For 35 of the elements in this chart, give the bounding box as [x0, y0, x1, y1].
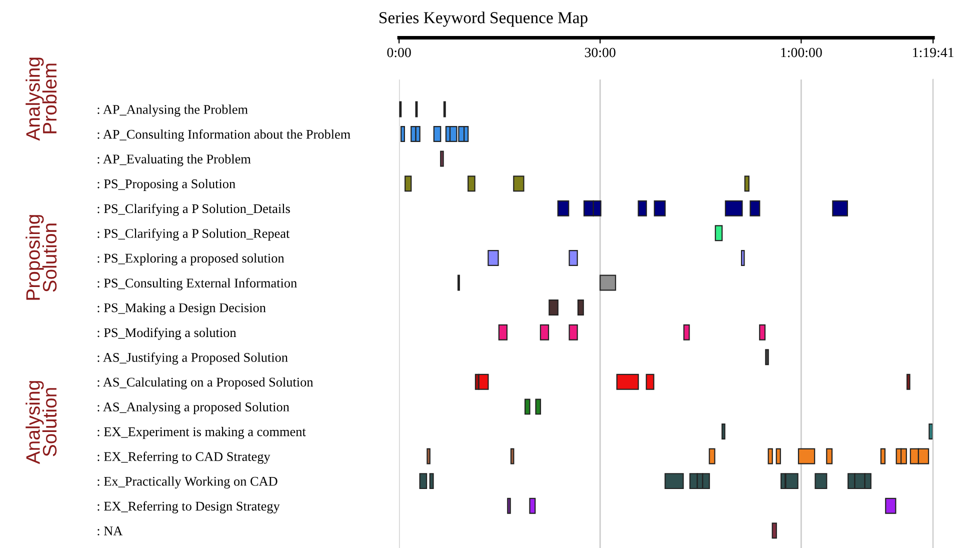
y-tick-label: : EX_Referring to CAD Strategy [98, 452, 270, 464]
y-tick-label: : AS_Justifying a Proposed Solution [98, 352, 288, 365]
y-tick-label: : AS_Calculating on a Proposed Solution [98, 377, 314, 390]
bar [722, 423, 726, 440]
y-tick-label: : PS_Clarifying a P Solution_Repeat [98, 228, 290, 241]
x-tick-label: 0:00 [387, 48, 411, 58]
y-tick-label: : PS_Consulting External Information [98, 278, 297, 290]
y-tick-label: : EX_Experiment is making a comment [98, 426, 306, 439]
y-tick-label: : PS_Clarifying a P Solution_Details [98, 204, 290, 216]
bar [928, 423, 934, 440]
y-tick-label: : PS_Proposing a Solution [98, 179, 236, 192]
y-tick-label: : NA [98, 526, 123, 536]
y-tick-label: : AP_Analysing the Problem [98, 104, 248, 117]
text: Proposing Solution [26, 215, 57, 300]
y-tick-label: : EX_Referring to Design Strategy [98, 501, 280, 514]
chart-title: Series Keyword Sequence Map [380, 12, 588, 27]
bar [714, 225, 723, 242]
x-tick-label: 30:00 [584, 48, 616, 58]
y-tick-label: : AS_Analysing a proposed Solution [98, 402, 290, 414]
y-tick-label: : Ex_Practically Working on CAD [98, 476, 278, 488]
bar [772, 522, 777, 539]
bar [906, 374, 910, 390]
bar [507, 498, 511, 514]
bar [600, 274, 616, 291]
text: Analysing Solution [26, 381, 57, 464]
y-tick-label: : AP_Evaluating the Problem [98, 154, 251, 166]
y-tick-label: : PS_Modifying a solution [98, 328, 236, 340]
bar [440, 150, 444, 167]
bar [765, 349, 769, 366]
text: Analysing Problem [26, 58, 57, 141]
x-tick-label: 1:19:41 [913, 48, 954, 58]
y-tick-label: : AP_Consulting Information about the Problem [98, 129, 350, 142]
y-tick-label: : PS_Making a Design Decision [98, 302, 266, 315]
x-tick-label: 1:00:00 [781, 48, 822, 58]
y-tick-label: : PS_Exploring a proposed solution [98, 253, 284, 266]
